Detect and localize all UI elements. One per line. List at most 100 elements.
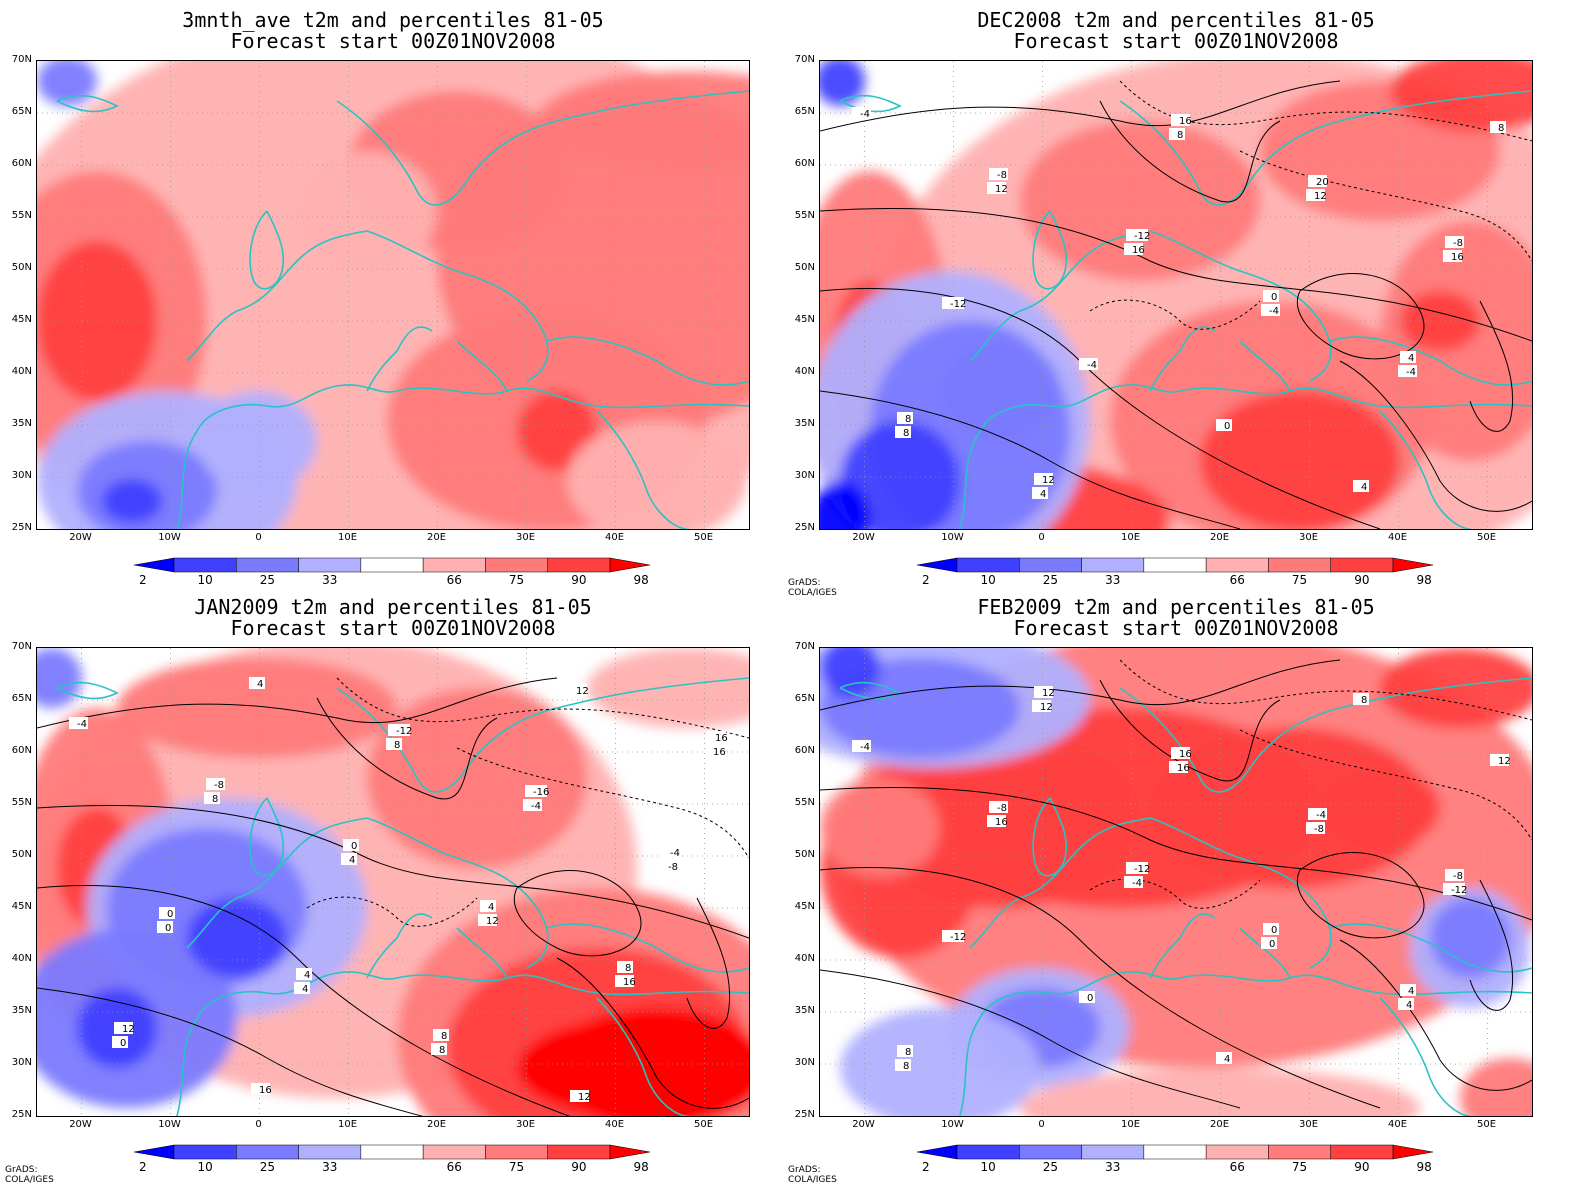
svg-text:-8: -8 — [1453, 238, 1463, 249]
contour-label: 16 — [987, 815, 1008, 828]
contour-label: 8 — [895, 1059, 911, 1072]
panel-title: DEC2008 t2m and percentiles 81-05 Foreca… — [977, 8, 1375, 53]
shade-region — [940, 341, 1060, 441]
svg-text:-4: -4 — [1132, 878, 1142, 889]
contour-label: 12 — [114, 1022, 135, 1035]
map-area: -4 -8 -12 0 4 8 12 16 20 -8 -12 -4 0 4 8 12 16 -4 -4 8 4 8 12 1… — [819, 60, 1533, 530]
lat-label: 25N — [794, 1109, 815, 1120]
colorbar-label: 66 — [1229, 573, 1245, 587]
colorbar-segment — [360, 1144, 424, 1160]
svg-text:8: 8 — [212, 794, 218, 805]
colorbar-segment — [298, 557, 362, 573]
svg-text:-4: -4 — [531, 801, 541, 812]
contour-label: -4 — [69, 717, 88, 730]
contour-label: 8 — [204, 792, 220, 805]
svg-text:0: 0 — [120, 1038, 126, 1049]
contour-label: -4 — [1261, 304, 1280, 317]
contour-label: -4 — [852, 740, 871, 753]
svg-text:4: 4 — [1406, 1000, 1412, 1011]
colorbar-label: 90 — [571, 1160, 587, 1174]
contour-label: 16 — [251, 1083, 272, 1096]
colorbar-label: 98 — [1416, 573, 1432, 587]
contour-label: -8 — [206, 778, 225, 791]
shade-region — [197, 391, 317, 491]
colorbar-label: 66 — [446, 1160, 462, 1174]
contour-label: 12 — [987, 182, 1008, 195]
svg-text:4: 4 — [1408, 986, 1414, 997]
contour-label: 20 — [1308, 175, 1329, 188]
shade-region — [820, 61, 865, 106]
svg-text:4: 4 — [1408, 353, 1414, 364]
colorbar-segment — [1143, 1144, 1207, 1160]
colorbar-segment — [485, 1144, 548, 1160]
colorbar-label: 33 — [1105, 1160, 1121, 1174]
contour-label: 4 — [480, 900, 496, 913]
contour-label: 16 — [615, 975, 636, 988]
lat-label: 50N — [794, 849, 815, 860]
contour-label: -12 — [942, 297, 966, 310]
contour-label: 12 — [1034, 686, 1055, 699]
colorbar-segment — [360, 557, 424, 573]
colorbar-segment — [956, 1144, 1020, 1160]
colorbar-segment — [1268, 1144, 1331, 1160]
shade-region — [567, 421, 747, 529]
map-svg: -4 -8 0 4 8 12 16 -12 -16 -4 0 4 8 12 16 8 4 12 16 0 4 8 -4 -8 0… — [37, 648, 749, 1116]
map-svg: -4 -8 -12 0 4 8 12 16 -4 -8 -12 0 4 8 12 16 -4 0 4 8 12 16 -8 -… — [820, 648, 1532, 1116]
lon-label: 10E — [1120, 532, 1141, 543]
colorbar-segment — [1205, 1144, 1269, 1160]
lat-label: 65N — [11, 693, 32, 704]
contour-label: 0 — [157, 921, 173, 934]
svg-text:-8: -8 — [668, 862, 678, 873]
temperature-contours — [820, 659, 1532, 1109]
lat-label: 60N — [11, 158, 32, 169]
shade-region — [840, 421, 960, 529]
lat-label: 30N — [794, 470, 815, 481]
colorbar-arrow-high — [609, 1144, 651, 1160]
colorbar-segment — [298, 1144, 362, 1160]
percentile-shading — [37, 648, 749, 1116]
colorbar-label: 2 — [139, 573, 147, 587]
svg-text:-12: -12 — [1134, 864, 1150, 875]
contour-label: 0 — [1261, 937, 1277, 950]
svg-text:12: 12 — [576, 686, 589, 697]
lon-label: 30E — [1298, 1119, 1319, 1130]
svg-text:4: 4 — [488, 902, 494, 913]
coastlines — [839, 677, 1532, 1116]
lat-label: 25N — [794, 522, 815, 533]
svg-text:-4: -4 — [1269, 306, 1279, 317]
svg-text:-8: -8 — [997, 803, 1007, 814]
svg-text:-4: -4 — [860, 109, 870, 120]
svg-text:16: 16 — [1177, 763, 1190, 774]
shade-region — [1380, 648, 1532, 728]
contour-label: 16 — [1443, 250, 1464, 263]
contour-label: 4 — [1353, 480, 1369, 493]
lon-label: 20E — [1209, 1119, 1230, 1130]
lat-label: 35N — [11, 418, 32, 429]
lat-label: 55N — [794, 210, 815, 221]
lon-label: 0 — [255, 1119, 262, 1130]
contour-label: -8 — [660, 860, 679, 873]
lat-label: 70N — [11, 641, 32, 652]
lat-label: 40N — [794, 366, 815, 377]
contour-label: 12 — [1306, 189, 1327, 202]
colorbar-arrow-low — [133, 1144, 175, 1160]
contour-label: 12 — [570, 1090, 591, 1103]
svg-text:-12: -12 — [1134, 231, 1150, 242]
lat-label: 65N — [11, 106, 32, 117]
lon-label: 50E — [1476, 1119, 1497, 1130]
colorbar-segment — [485, 557, 548, 573]
lat-label: 60N — [794, 158, 815, 169]
contour-label: -12 — [1126, 862, 1150, 875]
contour-label: -8 — [989, 801, 1008, 814]
contour-label: 4 — [1400, 984, 1416, 997]
contour-label: 0 — [1263, 923, 1279, 936]
contour-label: 0 — [159, 907, 175, 920]
shade-region — [820, 648, 880, 698]
contour-label: 8 — [433, 1029, 449, 1042]
svg-text:12: 12 — [995, 184, 1008, 195]
svg-text:0: 0 — [351, 841, 357, 852]
svg-text:0: 0 — [167, 909, 173, 920]
svg-text:8: 8 — [625, 963, 631, 974]
contour-label: 8 — [1490, 121, 1506, 134]
svg-text:8: 8 — [1361, 695, 1367, 706]
